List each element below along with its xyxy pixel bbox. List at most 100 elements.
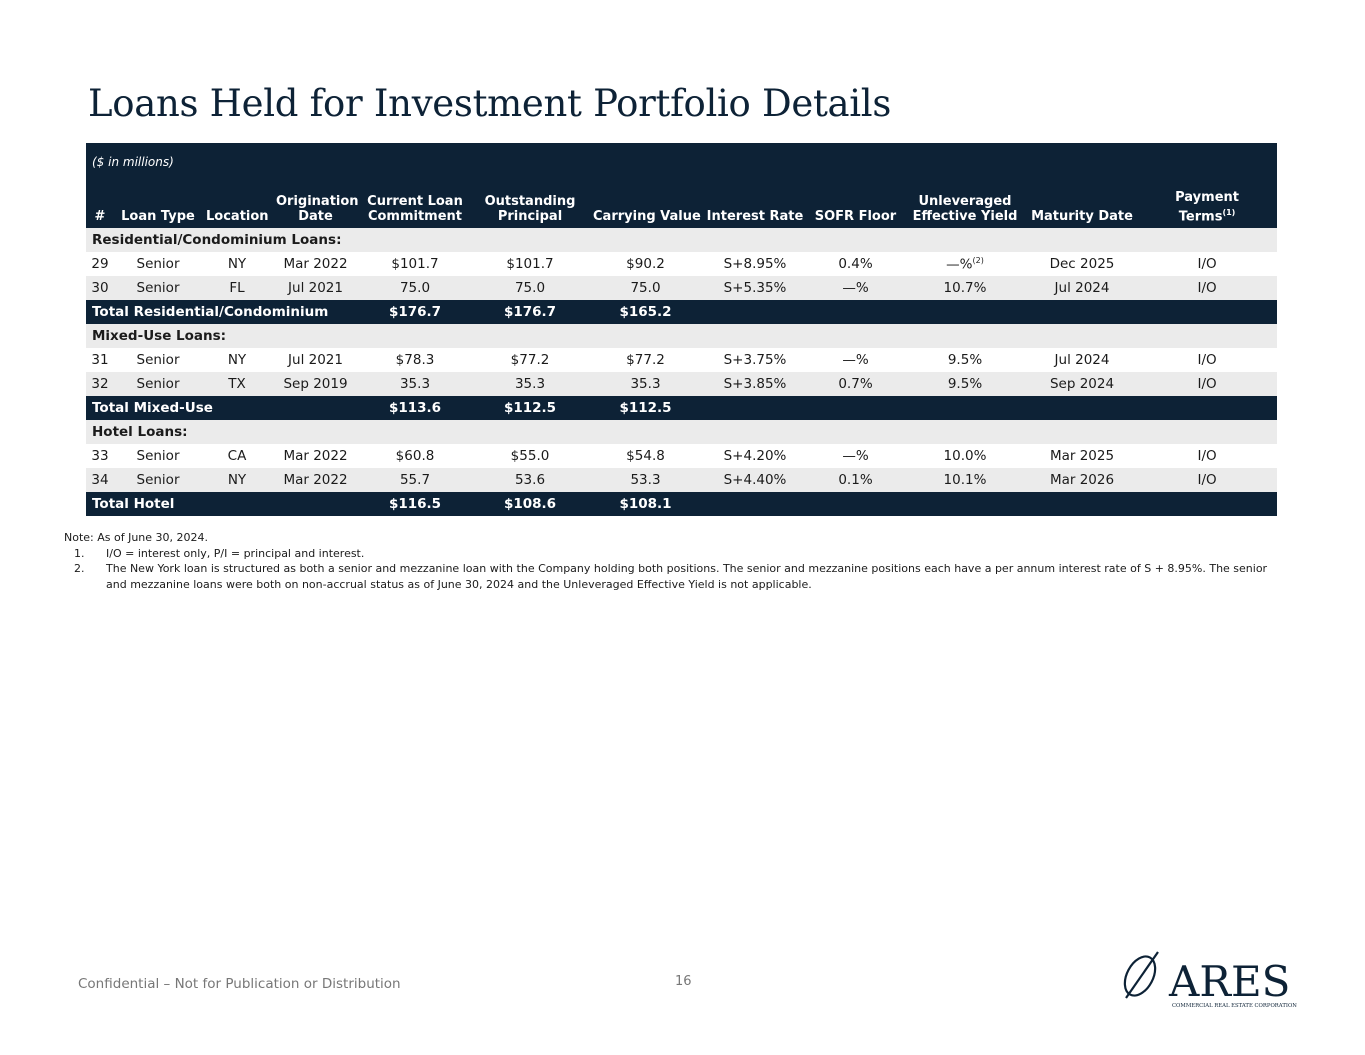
total-principal: $112.5 [471, 396, 589, 420]
col-header-principal: Outstanding Principal [471, 176, 589, 228]
cell-yield: 9.5% [903, 372, 1027, 396]
cell-loan-type: Senior [136, 352, 180, 368]
cell-rate: S+4.40% [702, 468, 808, 492]
table-row: 29 Senior NY Mar 2022 $101.7 $101.7 $90.2 S+8.9… [86, 252, 1277, 276]
total-commit: $116.5 [359, 492, 471, 516]
cell-location: TX [202, 372, 272, 396]
footnote-item: 1. I/O = interest only, P/I = principal … [74, 546, 365, 560]
cell-carrying: 53.3 [589, 468, 702, 492]
cell-rate: S+3.75% [723, 352, 787, 368]
logo-wordmark: ARES [1168, 957, 1290, 1006]
total-principal: $176.7 [471, 300, 589, 324]
cell-yield: 10.7% [903, 276, 1027, 300]
cell-rate: S+3.85% [702, 372, 808, 396]
confidential-footer: Confidential – Not for Publication or Di… [78, 976, 401, 992]
cell-num: 31 [91, 352, 109, 368]
total-carrying: $108.1 [589, 492, 702, 516]
cell-loan-type: Senior [136, 448, 180, 464]
cell-carrying: $54.8 [626, 448, 665, 464]
cell-loan-type: Senior [114, 468, 202, 492]
table-row: 34 Senior NY Mar 2022 55.7 53.6 53.3 S+4.40% 0.1… [86, 468, 1278, 492]
cell-maturity: Jul 2024 [1027, 276, 1137, 300]
cell-terms: I/O [1137, 468, 1278, 492]
cell-sofr: —% [808, 276, 903, 300]
total-row: Total Hotel $116.5 $108.6 $108.1 [86, 492, 1278, 516]
cell-origination: Jul 2021 [272, 276, 359, 300]
cell-carrying: 75.0 [589, 276, 702, 300]
cell-location: NY [227, 256, 247, 272]
cell-sofr: 0.1% [808, 468, 903, 492]
total-label: Total Residential/Condominium [86, 300, 359, 324]
section-header-row: Mixed-Use Loans: [86, 324, 1278, 348]
cell-commitment: $101.7 [391, 256, 439, 272]
cell-num: 30 [86, 276, 114, 300]
cell-principal: 35.3 [471, 372, 589, 396]
cell-principal: $77.2 [510, 352, 550, 368]
loan-portfolio-table: ($ in millions) # Loan Type Location Ori… [86, 143, 1278, 516]
cell-principal: $101.7 [506, 256, 554, 272]
logo-tagline: COMMERCIAL REAL ESTATE CORPORATION [1172, 1003, 1297, 1009]
cell-terms: I/O [1137, 276, 1278, 300]
cell-yield: 10.0% [943, 448, 987, 464]
total-spacer [702, 300, 1278, 324]
col-header-origination: Origination Date [272, 176, 359, 228]
table-row: 30 Senior FL Jul 2021 75.0 75.0 75.0 S+5.35% —% 1… [86, 276, 1278, 300]
cell-origination: Mar 2022 [283, 448, 348, 464]
table-header-row: # Loan Type Location Origination Date Cur… [86, 176, 1278, 228]
cell-rate: S+4.20% [723, 448, 787, 464]
col-header-commitment: Current Loan Commitment [359, 176, 471, 228]
footnote-item: 2. The New York loan is structured as bo… [74, 562, 1268, 591]
page-number: 16 [675, 974, 692, 989]
total-spacer [702, 396, 1278, 420]
table-row: 31 Senior NY Jul 2021 $78.3 $77.2 $77.2 S+3.75%… [86, 348, 1277, 372]
col-header-loan-type: Loan Type [114, 176, 202, 228]
cell-maturity: Dec 2025 [1049, 256, 1115, 272]
cell-sofr: —% [842, 448, 869, 464]
col-header-num: # [86, 176, 114, 228]
cell-maturity: Sep 2024 [1027, 372, 1137, 396]
total-spacer [702, 492, 1278, 516]
col-header-rate: Interest Rate [702, 176, 808, 228]
total-row: Total Mixed-Use $113.6 $112.5 $112.5 [86, 396, 1278, 420]
cell-loan-type: Senior [136, 256, 180, 272]
cell-loan-type: Senior [114, 372, 202, 396]
cell-yield: —%(2) [946, 255, 984, 273]
col-header-yield: Unleveraged Effective Yield [903, 176, 1027, 228]
total-commit: $113.6 [359, 396, 471, 420]
table-row: 32 Senior TX Sep 2019 35.3 35.3 35.3 S+3.85% 0.7… [86, 372, 1278, 396]
total-commit: $176.7 [359, 300, 471, 324]
cell-origination: Sep 2019 [272, 372, 359, 396]
section-label: Hotel Loans: [86, 420, 1278, 444]
cell-maturity: Jul 2024 [1054, 352, 1110, 368]
col-header-terms: Payment Terms(1) [1137, 176, 1278, 228]
total-carrying: $112.5 [589, 396, 702, 420]
cell-terms: I/O [1137, 372, 1278, 396]
cell-terms: I/O [1197, 448, 1217, 464]
cell-origination: Mar 2022 [272, 468, 359, 492]
section-header-row: Hotel Loans: [86, 420, 1278, 444]
total-carrying: $165.2 [589, 300, 702, 324]
cell-terms: I/O [1197, 352, 1217, 368]
section-label: Residential/Condominium Loans: [86, 228, 1278, 252]
cell-carrying: 35.3 [589, 372, 702, 396]
cell-commitment: 35.3 [359, 372, 471, 396]
cell-rate: S+8.95% [723, 256, 787, 272]
col-header-maturity: Maturity Date [1027, 176, 1137, 228]
total-label: Total Mixed-Use [86, 396, 359, 420]
col-header-sofr: SOFR Floor [808, 176, 903, 228]
total-row: Total Residential/Condominium $176.7 $176.… [86, 300, 1278, 324]
cell-location: NY [202, 468, 272, 492]
cell-num: 32 [86, 372, 114, 396]
total-label: Total Hotel [86, 492, 359, 516]
ares-logo: ARES COMMERCIAL REAL ESTATE CORPORATION [1123, 951, 1297, 1009]
cell-yield: 10.1% [903, 468, 1027, 492]
cell-commitment: $60.8 [395, 448, 435, 464]
cell-num: 29 [91, 256, 109, 272]
cell-rate: S+5.35% [702, 276, 808, 300]
cell-location: NY [227, 352, 247, 368]
section-header-row: Residential/Condominium Loans: [86, 228, 1278, 252]
cell-sofr: 0.4% [838, 256, 873, 272]
cell-carrying: $90.2 [626, 256, 665, 272]
cell-principal: $55.0 [510, 448, 550, 464]
footnotes: Note: As of June 30, 2024. 1. I/O = inte… [64, 530, 1284, 592]
